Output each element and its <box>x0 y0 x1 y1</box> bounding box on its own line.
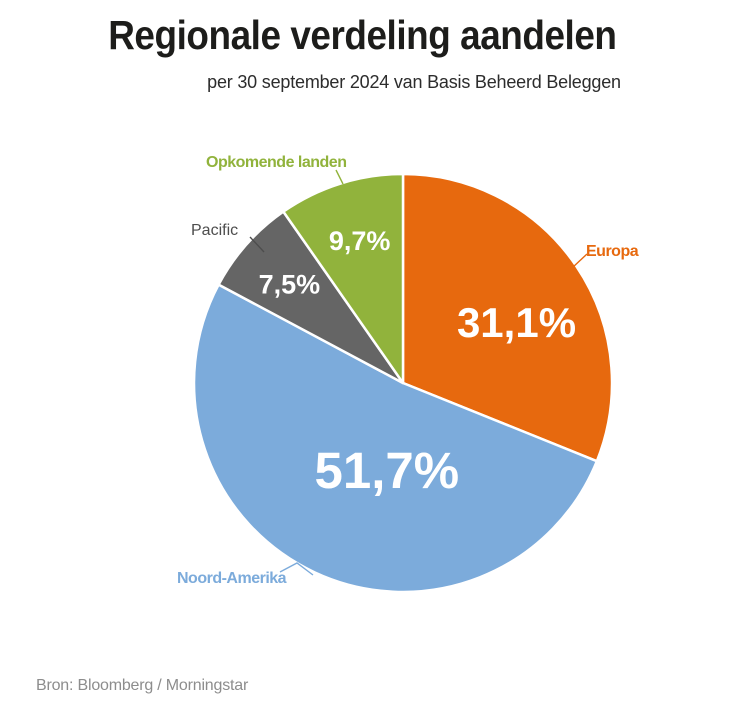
slice-value-pacific: 7,5% <box>259 269 321 299</box>
chart-title: Regionale verdeling aandelen <box>107 12 617 58</box>
pie-slice-opkomende-landen <box>282 172 405 385</box>
slice-label-pacific: Pacific <box>191 222 239 239</box>
slice-label-opkomende-landen: Opkomende landen <box>206 154 347 171</box>
slice-value-europa: 31,1% <box>457 299 576 346</box>
callout-line-europa <box>571 253 588 269</box>
slice-label-noord-amerika: Noord-Amerika <box>177 570 287 587</box>
callout-line-opkomende-landen <box>335 169 344 185</box>
callout-line-noord-amerika <box>279 562 314 576</box>
slice-label-europa: Europa <box>586 243 639 260</box>
callout-line-pacific <box>249 236 265 253</box>
pie-slice-pacific <box>217 210 405 385</box>
slice-value-opkomende-landen: 9,7% <box>329 226 391 256</box>
chart-title-wrap: Regionale verdeling aandelen <box>0 12 724 59</box>
pie-slice-noord-amerika <box>192 283 599 594</box>
chart-subtitle: per 30 september 2024 van Basis Beheerd … <box>207 72 621 92</box>
source-credit: Bron: Bloomberg / Morningstar <box>36 677 249 694</box>
pie-slice-europa <box>401 172 614 463</box>
slice-value-noord-amerika: 51,7% <box>314 442 459 499</box>
